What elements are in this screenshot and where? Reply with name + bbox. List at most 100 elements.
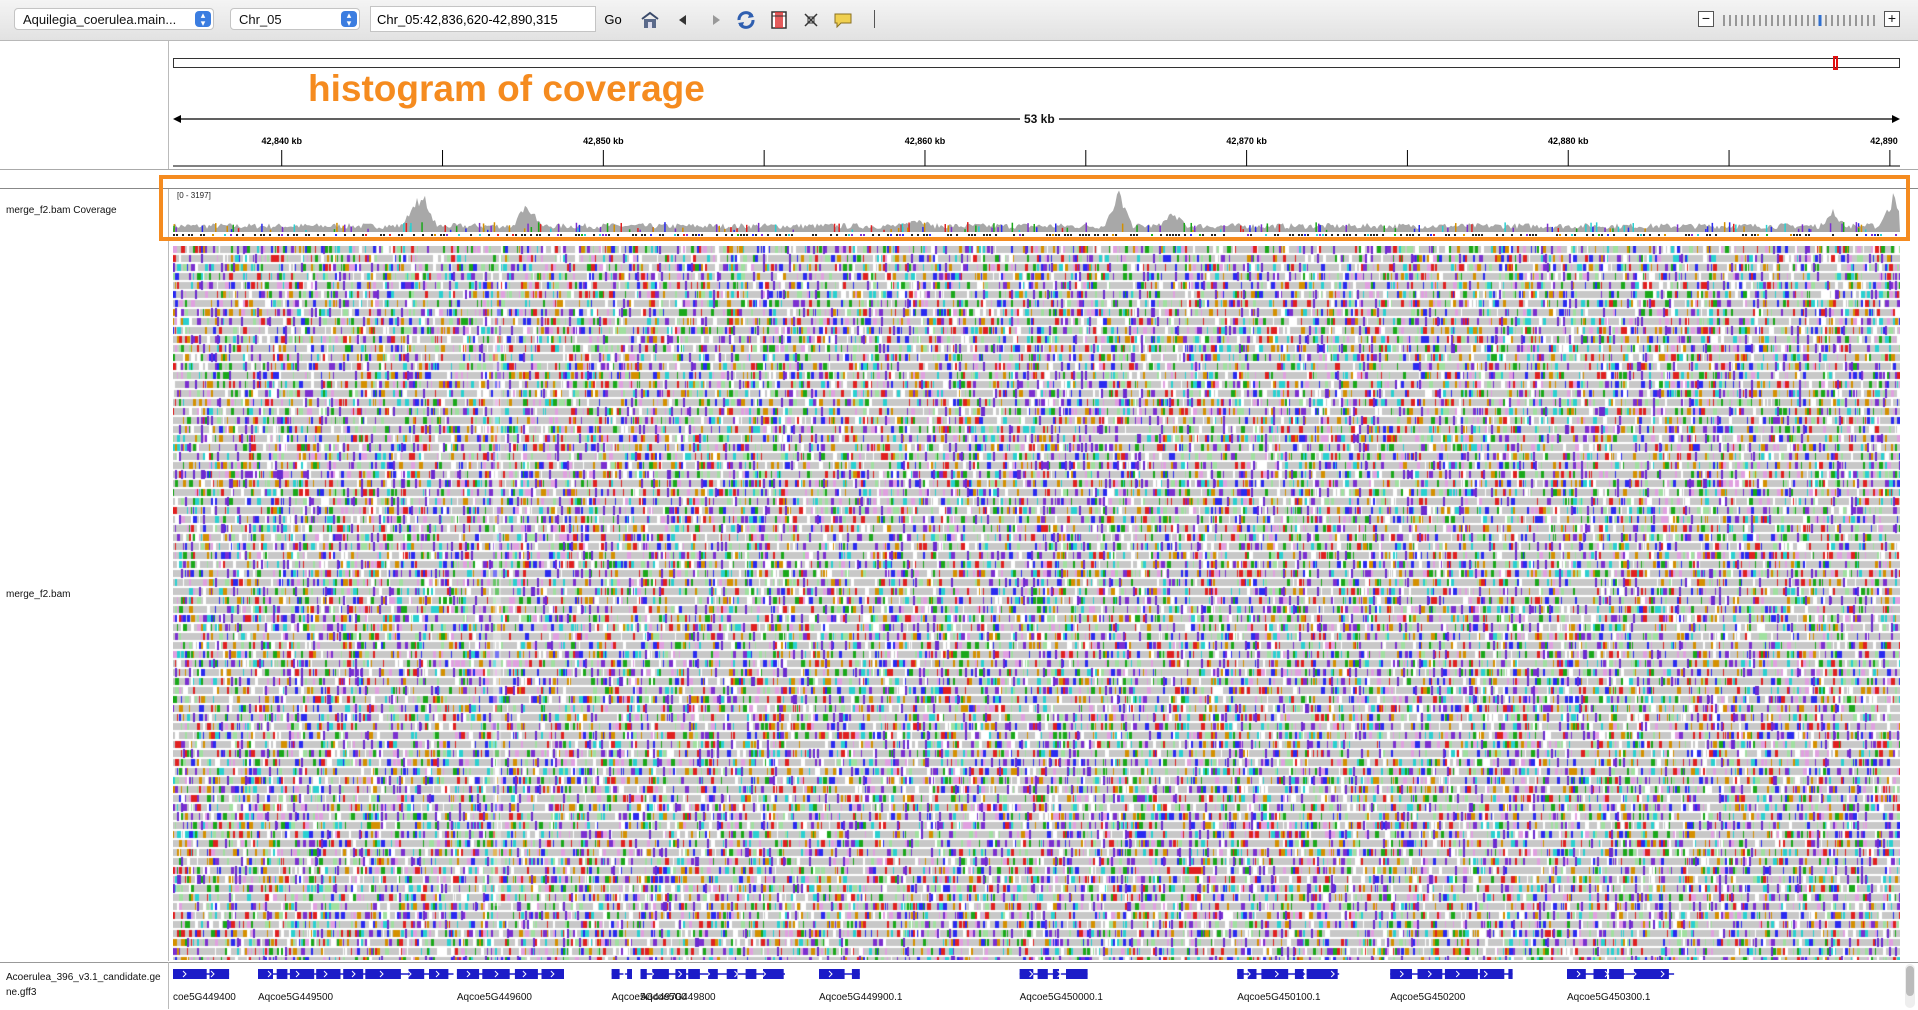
coverage-mismatch-bar (1394, 228, 1397, 232)
coverage-mismatch-bar (1632, 223, 1634, 232)
coverage-baseline-mark (575, 234, 577, 236)
coverage-baseline-mark (1871, 234, 1873, 236)
gene-feature[interactable] (1237, 969, 1340, 979)
coverage-baseline-mark (1046, 234, 1048, 236)
toolbar-separator (874, 10, 875, 28)
coverage-mismatch-bar (1383, 225, 1385, 232)
coverage-mismatch-bar (991, 227, 993, 232)
genome-dropdown-value: Aquilegia_coerulea.main... (23, 12, 177, 27)
coverage-baseline-mark (755, 234, 757, 236)
coverage-mismatch-bar (1512, 227, 1514, 232)
coverage-mismatch-bar (736, 228, 738, 232)
coverage-baseline-mark (896, 234, 898, 236)
popup-text-icon[interactable] (832, 9, 854, 31)
coverage-baseline-mark (1202, 234, 1204, 236)
coverage-baseline-mark (812, 234, 814, 236)
coverage-mismatch-bar (487, 229, 489, 232)
coverage-track-name[interactable]: merge_f2.bam Coverage (6, 205, 117, 216)
coverage-mismatch-bar (575, 222, 578, 232)
gene-feature[interactable] (1567, 969, 1675, 979)
coverage-baseline-mark (683, 234, 685, 236)
coverage-mismatch-bar (1609, 228, 1611, 232)
gene-feature[interactable] (1019, 969, 1088, 979)
go-button[interactable]: Go (600, 7, 626, 31)
coverage-baseline-mark (1688, 234, 1690, 236)
coverage-baseline-mark (1478, 234, 1480, 236)
zoom-in-button[interactable]: + (1884, 11, 1900, 27)
coverage-mismatch-bar (1011, 222, 1014, 232)
coverage-mismatch-bar (978, 226, 980, 232)
coverage-mismatch-bar (508, 225, 511, 232)
zoom-out-button[interactable]: − (1698, 11, 1714, 27)
gene-track-scrollbar[interactable] (1905, 964, 1915, 1008)
coverage-mismatch-bar (557, 223, 560, 232)
coverage-baseline-mark (1316, 234, 1318, 236)
alignment-track-name[interactable]: merge_f2.bam (6, 589, 71, 600)
alignment-reads[interactable] (173, 246, 1900, 960)
gene-feature[interactable] (173, 969, 230, 979)
coverage-mismatch-bar (1190, 222, 1192, 232)
forward-icon[interactable] (705, 9, 727, 31)
gene-feature[interactable] (456, 969, 564, 979)
region-icon[interactable] (768, 9, 790, 31)
coverage-baseline-mark (983, 234, 985, 236)
gene-feature[interactable] (258, 969, 454, 979)
coverage-baseline-mark (1565, 234, 1567, 236)
coverage-baseline-mark (1880, 234, 1882, 236)
coverage-baseline-mark (446, 234, 448, 236)
scrollbar-thumb[interactable] (1906, 966, 1914, 996)
coverage-mismatch-bar (1595, 222, 1598, 232)
coverage-baseline-mark (1598, 234, 1600, 236)
zoom-slider[interactable] (1722, 12, 1878, 28)
chromosome-dropdown[interactable]: Chr_05 ▴ ▾ (230, 8, 360, 30)
coverage-baseline-mark (1106, 234, 1108, 236)
coverage-mismatch-bar (305, 229, 307, 232)
coverage-mismatch-bar (1121, 223, 1124, 232)
home-icon[interactable] (639, 9, 661, 31)
genome-dropdown[interactable]: Aquilegia_coerulea.main... ▴ ▾ (14, 8, 214, 30)
coverage-mismatch-bar (1242, 229, 1244, 232)
coverage-baseline-mark (599, 234, 601, 236)
resize-icon[interactable] (800, 9, 822, 31)
coverage-baseline-mark (761, 234, 763, 236)
coverage-baseline-mark (911, 234, 913, 236)
coverage-mismatch-bar (1061, 227, 1064, 232)
coverage-baseline-mark (1298, 234, 1300, 236)
coverage-mismatch-bar (482, 223, 485, 232)
gene-feature[interactable] (819, 969, 860, 979)
coverage-baseline-mark (380, 234, 382, 236)
genomic-ruler[interactable]: 42,840 kb 42,850 kb 42,860 kb 42,870 kb 42,8… (173, 130, 1900, 168)
coverage-baseline-mark (1643, 234, 1645, 236)
locus-input[interactable] (370, 6, 596, 32)
zoom-widget[interactable]: − + (1694, 9, 1904, 31)
chromosome-ideogram[interactable] (173, 58, 1900, 68)
coverage-baseline-mark (917, 234, 919, 236)
coverage-baseline-mark (1376, 234, 1378, 236)
coverage-mismatch-bar (664, 222, 666, 232)
gene-feature[interactable] (1390, 969, 1513, 979)
coverage-baseline-mark (698, 234, 700, 236)
coverage-baseline-mark (1136, 234, 1138, 236)
coverage-baseline-mark (830, 234, 832, 236)
coverage-mismatch-bar (344, 224, 346, 232)
gene-features[interactable]: coe5G449400 Aqcoe5G449500 Aqcoe5G449600 Aqc… (173, 964, 1900, 1008)
gene-feature[interactable] (611, 969, 632, 979)
coverage-baseline-mark (1793, 234, 1795, 236)
coverage-baseline-mark (296, 234, 298, 236)
coverage-baseline-mark (1649, 234, 1651, 236)
gene-track-name[interactable]: Acoerulea_396_v3.1_candidate.gene.gff3 (6, 972, 161, 998)
coverage-mismatch-bar (490, 225, 492, 232)
back-icon[interactable] (672, 9, 694, 31)
coverage-histogram[interactable] (173, 188, 1900, 240)
coverage-baseline-mark (650, 234, 652, 236)
coverage-mismatch-bar (293, 224, 296, 232)
coverage-mismatch-bar (1644, 228, 1646, 232)
coverage-baseline-mark (1454, 234, 1456, 236)
coverage-mismatch-bar (523, 228, 526, 232)
coverage-baseline-mark (293, 234, 295, 236)
coverage-mismatch-bar (1319, 225, 1321, 232)
coverage-baseline-mark (947, 234, 949, 236)
refresh-icon[interactable] (735, 9, 757, 31)
coverage-baseline-mark (578, 234, 580, 236)
gene-feature[interactable] (640, 969, 786, 979)
